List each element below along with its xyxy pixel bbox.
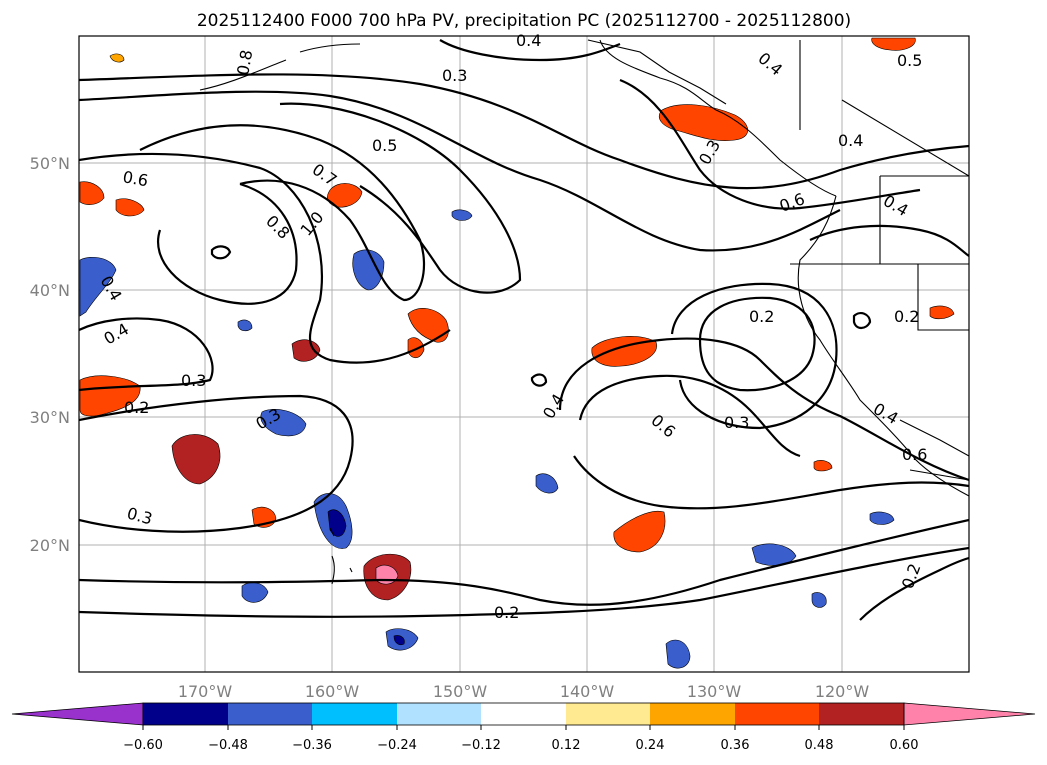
colorbar-tick-label: 0.24: [636, 738, 665, 753]
contour-label: 0.2: [898, 561, 925, 591]
colorbar-segment: [228, 703, 312, 725]
contour-label: 0.2: [749, 307, 774, 326]
colorbar-segment: [650, 703, 735, 725]
contour-label: 0.3: [125, 504, 155, 529]
chart-title: 2025112400 F000 700 hPa PV, precipitatio…: [197, 11, 851, 31]
contour-label: 0.2: [494, 603, 519, 622]
precip-blob: [811, 592, 827, 608]
precip-blob: [929, 305, 955, 320]
lat-tick-label: 40°N: [30, 281, 70, 300]
contour-label: 0.6: [121, 167, 149, 190]
precip-blob: [535, 473, 559, 494]
colorbar-tick-label: 0.12: [552, 738, 581, 753]
contour-label: 0.6: [647, 411, 679, 442]
contour-label: 0.4: [870, 399, 902, 428]
contour-label: 0.4: [754, 49, 786, 80]
precip-blob: [109, 53, 125, 63]
precip-anomaly-shading: [79, 37, 955, 669]
precip-blob: [813, 460, 833, 472]
lon-tick-label: 160°W: [305, 682, 360, 701]
colorbar-segment: [735, 703, 819, 725]
precip-blob: [115, 198, 145, 217]
precip-blob: [407, 337, 425, 359]
precip-blob: [613, 510, 666, 553]
precip-blob: [393, 635, 405, 646]
colorbar-segment: [312, 703, 397, 725]
contour-labels: 0.8 0.3 0.4 0.5 0.6 0.7 1.0 0.8 0.4 0.4 …: [97, 31, 928, 622]
contour-label: 0.6: [777, 189, 807, 216]
colorbar-tick-label: −0.48: [208, 738, 248, 753]
precip-blob: [871, 37, 916, 51]
contour-label: 0.5: [372, 136, 397, 155]
precip-blob: [591, 336, 657, 367]
contour-label: 0.4: [101, 319, 133, 348]
contour-label: 0.3: [724, 413, 749, 432]
colorbar-segment: [397, 703, 481, 725]
contour-label: 0.3: [442, 66, 467, 85]
map-frame: [78, 35, 970, 673]
colorbar-frame: [142, 702, 905, 726]
coastlines: [199, 39, 969, 585]
contour-label: 0.5: [897, 51, 922, 70]
colorbar-segment: [566, 703, 650, 725]
colorbar-extend-high: [903, 702, 1036, 726]
map-panel: [79, 36, 969, 672]
longitude-ticks: 170°W 160°W 150°W 140°W 130°W 120°W: [178, 682, 870, 701]
lon-tick-label: 140°W: [560, 682, 615, 701]
colorbar-segment: [819, 703, 904, 725]
contour-label: 0.2: [124, 398, 149, 417]
gridlines: [79, 36, 969, 672]
colorbar-tick-label: −0.36: [292, 738, 332, 753]
precip-blob: [751, 543, 797, 566]
precip-blob: [658, 104, 749, 141]
colorbar-segment: [481, 703, 566, 725]
precip-blob: [407, 308, 449, 343]
precip-blob: [241, 582, 269, 603]
precip-blob: [79, 181, 105, 205]
contour-label: 0.3: [181, 371, 206, 390]
lat-tick-label: 50°N: [30, 154, 70, 173]
colorbar-ticks: [142, 725, 905, 730]
precip-blob: [260, 409, 307, 437]
contour-label: 0.8: [262, 211, 293, 242]
lat-tick-label: 30°N: [30, 408, 70, 427]
precip-blob: [171, 434, 221, 485]
colorbar-tick-label: 0.60: [890, 738, 919, 753]
contour-label: 0.4: [838, 131, 863, 150]
contour-label: 0.4: [516, 31, 541, 50]
precip-blob: [79, 257, 117, 317]
contour-label: 0.2: [894, 307, 919, 326]
colorbar-tick-label: −0.60: [123, 738, 163, 753]
lat-tick-label: 20°N: [30, 536, 70, 555]
precip-blob: [869, 511, 895, 525]
precip-blob: [291, 339, 321, 362]
lon-tick-label: 130°W: [687, 682, 742, 701]
contour-label: 0.8: [233, 48, 256, 76]
colorbar-segment: [143, 703, 228, 725]
precip-blob: [237, 319, 253, 332]
colorbar-tick-label: −0.12: [461, 738, 501, 753]
pv-contours: [79, 39, 969, 621]
contour-label: 0.6: [902, 445, 927, 464]
precip-blob: [665, 639, 691, 669]
colorbar-extend-low: [11, 702, 144, 726]
precip-blob: [451, 209, 473, 221]
colorbar: −0.60 −0.48 −0.36 −0.24 −0.12 0.12 0.24 …: [11, 702, 1036, 753]
latitude-ticks: 50°N 40°N 30°N 20°N: [30, 154, 70, 555]
lon-tick-label: 120°W: [815, 682, 870, 701]
colorbar-tick-label: −0.24: [377, 738, 417, 753]
colorbar-tick-label: 0.48: [805, 738, 834, 753]
lon-tick-label: 170°W: [178, 682, 233, 701]
lon-tick-label: 150°W: [433, 682, 488, 701]
precip-blob: [352, 249, 385, 291]
contour-label: 1.0: [297, 208, 328, 240]
colorbar-tick-label: 0.36: [721, 738, 750, 753]
